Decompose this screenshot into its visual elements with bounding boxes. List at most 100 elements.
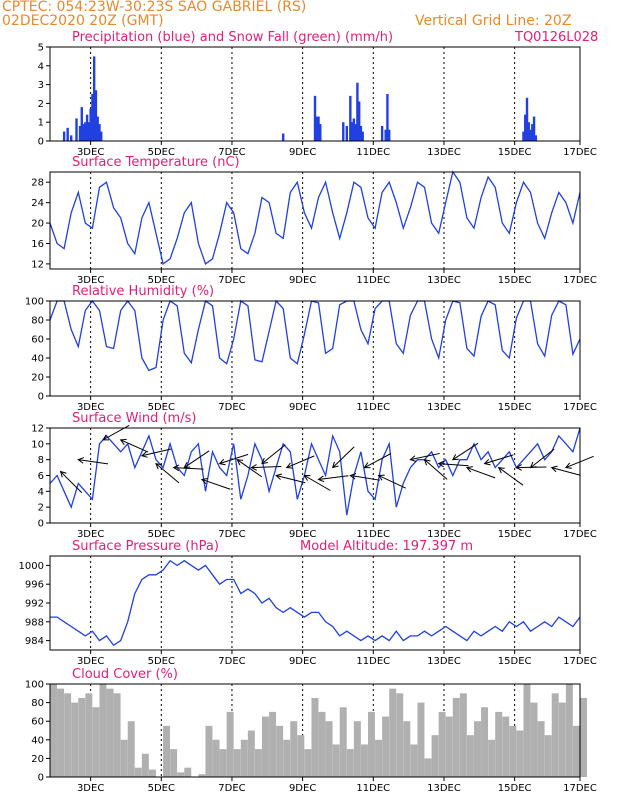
wind-arrow — [219, 453, 249, 465]
precip-bar — [100, 131, 103, 141]
wind-arrow-head — [465, 466, 473, 473]
cloud-bar — [163, 725, 171, 777]
precip-bar — [350, 122, 354, 141]
wind-arrow — [201, 478, 231, 490]
precip-ytick-label: 3 — [38, 80, 44, 91]
cloud-bar — [304, 749, 312, 777]
precip-xtick-label: 3DEC — [77, 147, 104, 158]
wind-arrow-head — [140, 451, 148, 458]
temp-xtick-label: 3DEC — [77, 275, 104, 286]
wind-arrow-head — [515, 464, 522, 471]
temp-xtick-label: 5DEC — [148, 275, 175, 286]
precip-bar — [388, 129, 391, 141]
temp-ytick-label: 16 — [31, 239, 44, 250]
precip-bar — [94, 90, 98, 141]
cloud-bar — [113, 693, 121, 777]
wind-arrow-head — [497, 466, 505, 474]
temp-xtick-label: 13DEC — [427, 275, 461, 286]
wind-arrow-head — [377, 474, 385, 481]
wind-ytick-label: 10 — [31, 439, 44, 450]
precip-bar — [525, 97, 529, 141]
wind-arrow — [276, 475, 306, 484]
cloud-bar — [325, 721, 333, 777]
precip-ytick-label: 1 — [38, 118, 44, 129]
cloud-bar — [247, 730, 255, 777]
cloud-xtick-label: 13DEC — [427, 783, 461, 794]
cloud-bar — [382, 716, 390, 777]
wind-ytick-label: 4 — [38, 487, 44, 498]
cloud-bar — [368, 711, 375, 777]
cloud-xtick-label: 5DEC — [148, 783, 175, 794]
cloud-bar — [339, 707, 347, 777]
cloud-bar — [297, 735, 305, 777]
wind-arrow — [286, 455, 315, 469]
precip-bar — [96, 116, 99, 141]
cloud-bar — [57, 688, 65, 777]
cloud-bar — [516, 730, 524, 777]
precip-bar — [342, 122, 345, 141]
cloud-bar — [276, 725, 284, 777]
cloud-bar — [205, 725, 213, 777]
wind-arrow — [304, 475, 331, 491]
precip-bar — [89, 109, 92, 141]
wind-arrow-head — [261, 457, 268, 465]
precip-title: Precipitation (blue) and Snow Fall (gree… — [72, 30, 393, 45]
temp-xtick-label: 7DEC — [218, 275, 245, 286]
cloud-bar — [71, 702, 79, 777]
wind-arrow — [424, 459, 448, 480]
rh-xtick-label: 5DEC — [148, 402, 175, 413]
temp-xtick-label: 11DEC — [356, 275, 390, 286]
wind-arrow-head — [349, 473, 357, 480]
cloud-bar — [502, 716, 510, 777]
grid-note: Vertical Grid Line: 20Z — [415, 13, 572, 29]
cloud-bar — [558, 702, 566, 777]
precip-bar — [85, 114, 89, 141]
wind-arrow-head — [529, 461, 537, 469]
wind-arrow-head — [275, 473, 283, 480]
pressure-ytick-label: 1000 — [19, 561, 44, 572]
pressure-xtick-label: 9DEC — [289, 656, 316, 667]
cloud-bar — [283, 739, 291, 777]
cloud-bar — [106, 688, 114, 777]
cloud-bar — [580, 697, 587, 777]
run-header: 02DEC2020 20Z (GMT) — [2, 13, 164, 29]
wind-arrow — [438, 463, 469, 467]
wind-arrow-head — [155, 462, 162, 470]
cloud-xtick-label: 15DEC — [498, 783, 532, 794]
precip-bar — [70, 135, 73, 141]
precip-bar — [359, 125, 363, 141]
cloud-ytick-label: 40 — [31, 735, 44, 746]
precip-bar — [532, 116, 536, 141]
cloud-bar — [572, 725, 580, 777]
precip-ytick-label: 0 — [38, 137, 44, 148]
cloud-bar — [85, 693, 93, 777]
temp-ytick-label: 12 — [31, 259, 44, 270]
cloud-bar — [170, 749, 178, 777]
wind-arrow-head — [59, 470, 67, 478]
precip-bar — [82, 124, 85, 141]
wind-ytick-label: 0 — [38, 519, 44, 530]
pressure-series-line — [50, 559, 581, 647]
wind-arrow — [530, 448, 555, 468]
cloud-bar — [410, 744, 418, 777]
precip-bar — [78, 125, 82, 141]
temp-xtick-label: 15DEC — [498, 275, 532, 286]
temp-xtick-label: 9DEC — [289, 275, 316, 286]
cloud-bar — [474, 721, 481, 777]
wind-arrow — [551, 467, 581, 476]
wind-arrow-head — [363, 462, 371, 469]
precip-xtick-label: 5DEC — [148, 147, 175, 158]
wind-arrow — [498, 467, 524, 486]
cloud-ytick-label: 60 — [31, 717, 44, 728]
pressure-ytick-label: 984 — [25, 636, 44, 647]
wind-arrow — [378, 475, 407, 489]
wind-arrow-head — [564, 462, 572, 469]
wind-ytick-label: 2 — [38, 503, 44, 514]
wind-arrow — [120, 439, 149, 453]
wind-arrow — [364, 453, 392, 469]
wind-arrow — [183, 450, 210, 468]
precip-bar — [361, 131, 364, 141]
cloud-xtick-label: 7DEC — [218, 783, 245, 794]
wind-xtick-label: 13DEC — [427, 529, 461, 540]
wind-arrow-head — [451, 454, 459, 461]
